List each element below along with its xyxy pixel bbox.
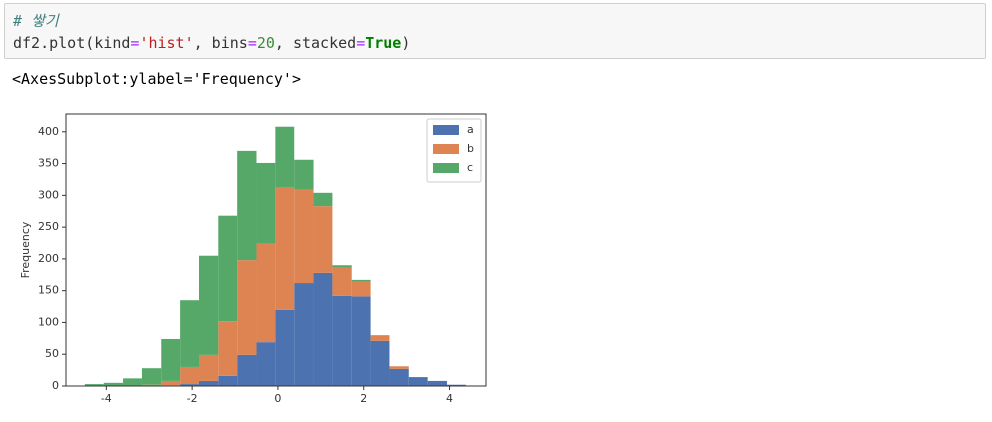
hist-bar	[351, 281, 371, 297]
hist-bar	[256, 243, 276, 343]
hist-bar	[313, 272, 333, 386]
y-tick-label: 350	[38, 157, 59, 170]
hist-bar	[103, 382, 124, 386]
hist-bar	[275, 126, 295, 188]
legend-swatch	[433, 125, 459, 135]
code-token: df2.plot(kind	[13, 34, 131, 52]
code-comment: # 쌓기	[13, 10, 59, 31]
code-token: )	[401, 34, 411, 52]
hist-bar	[141, 368, 162, 385]
hist-bar	[237, 260, 257, 355]
y-tick-label: 300	[38, 188, 59, 201]
hist-bar	[370, 335, 390, 341]
y-tick-label: 100	[38, 315, 59, 328]
hist-bar	[446, 384, 466, 386]
x-tick-label: -4	[101, 392, 112, 405]
comment: # 쌓기	[13, 12, 59, 30]
hist-bar	[180, 300, 199, 367]
legend-label: a	[467, 123, 474, 136]
hist-bar	[218, 215, 238, 322]
hist-bar	[123, 378, 142, 386]
hist-bar	[389, 366, 409, 369]
hist-bar	[275, 309, 295, 386]
output-text: <AxesSubplot:ylabel='Frequency'>	[12, 70, 301, 88]
hist-bar	[84, 384, 104, 386]
hist-bar	[256, 162, 276, 244]
legend-swatch	[433, 163, 459, 173]
hist-bar	[198, 354, 219, 381]
code-token: =	[356, 34, 366, 52]
code-token: , bins	[193, 34, 248, 52]
hist-bar	[218, 375, 238, 386]
y-tick-label: 400	[38, 125, 59, 138]
x-tick-label: 2	[360, 392, 367, 405]
hist-bar	[237, 150, 257, 261]
plot-frame	[65, 113, 487, 387]
code-token: =	[130, 34, 140, 52]
x-tick-label: -2	[187, 392, 198, 405]
hist-bar	[294, 283, 314, 386]
code-line: df2.plot(kind='hist', bins=20, stacked=T…	[13, 34, 410, 52]
hist-bar	[256, 342, 276, 386]
code-token: 'hist'	[139, 34, 194, 52]
y-tick-label: 250	[38, 220, 59, 233]
hist-bar	[180, 366, 199, 385]
y-tick-label: 150	[38, 284, 59, 297]
y-tick-label: 200	[38, 252, 59, 265]
hist-bar	[427, 380, 447, 386]
hist-bar	[198, 380, 219, 386]
legend-swatch	[433, 144, 459, 154]
code-token: True	[365, 34, 402, 52]
x-tick-label: 0	[274, 392, 281, 405]
code-token: 20	[256, 34, 275, 52]
hist-bar	[275, 187, 295, 310]
hist-bar	[370, 340, 390, 386]
hist-bar	[141, 384, 162, 386]
hist-bar	[389, 368, 409, 386]
hist-bar	[408, 377, 428, 386]
hist-bar	[332, 295, 352, 386]
code-cell[interactable]: # 쌓기 df2.plot(kind='hist', bins=20, stac…	[4, 3, 986, 59]
hist-bar	[332, 265, 352, 268]
legend-label: c	[467, 161, 473, 174]
hist-bar	[294, 189, 314, 284]
hist-bar	[351, 279, 371, 282]
hist-bar	[294, 159, 314, 190]
hist-bar	[313, 206, 333, 273]
hist-bar	[161, 338, 181, 381]
hist-bar	[180, 384, 199, 386]
chart: Frequency 0 50 100 150 200 250 300 350 400 -4 -2 0 2…	[19, 113, 487, 405]
code-token: =	[247, 34, 257, 52]
hist-bar	[237, 354, 257, 386]
hist-bar	[198, 255, 219, 355]
y-tick-label: 0	[52, 379, 59, 392]
hist-bar	[218, 321, 238, 376]
hist-bar	[332, 267, 352, 296]
code-token: , stacked	[274, 34, 357, 52]
legend-label: b	[467, 142, 474, 155]
y-axis-label: Frequency	[19, 221, 32, 278]
y-tick-label: 50	[45, 347, 59, 360]
hist-bar	[351, 296, 371, 386]
x-tick-label: 4	[446, 392, 453, 405]
hist-bar	[313, 192, 333, 207]
hist-bar	[161, 380, 181, 386]
